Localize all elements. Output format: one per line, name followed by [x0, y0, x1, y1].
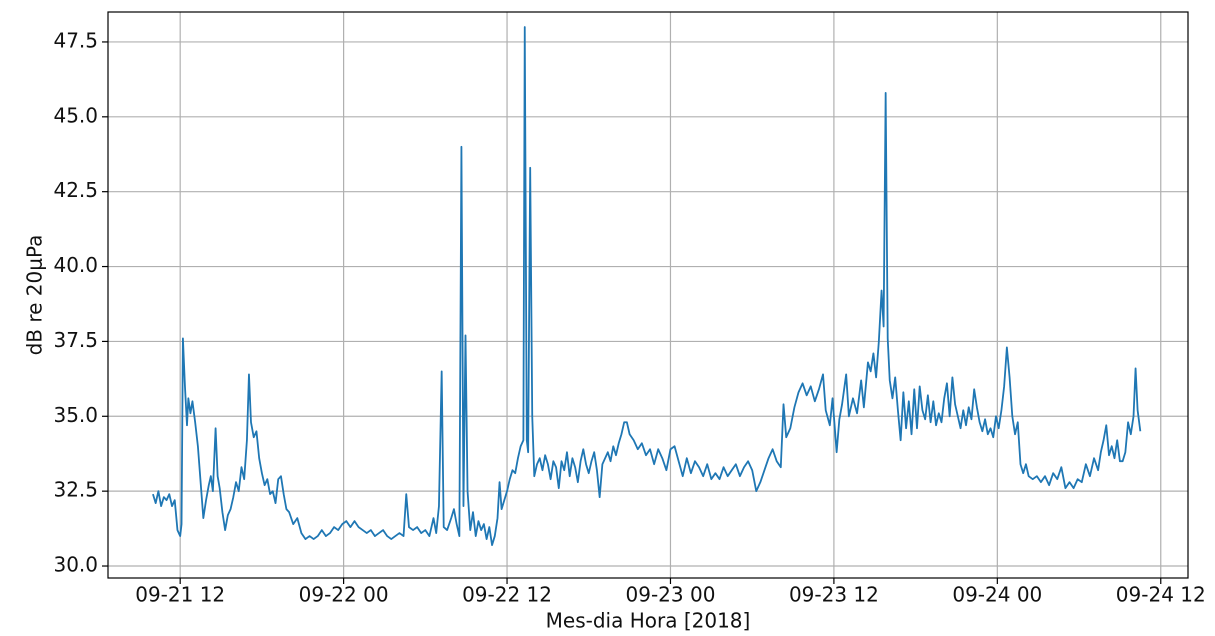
y-tick-label: 47.5 [53, 28, 98, 52]
x-tick-label: 09-23 00 [626, 583, 716, 607]
y-tick-label: 42.5 [53, 178, 98, 202]
y-tick-label: 32.5 [53, 478, 98, 502]
x-tick-label: 09-21 12 [135, 583, 225, 607]
y-tick-label: 30.0 [53, 553, 98, 577]
x-axis-label: Mes-dia Hora [2018] [546, 609, 751, 633]
data-line [152, 26, 1142, 546]
x-tick-label: 09-24 12 [1116, 583, 1206, 607]
y-tick-label: 37.5 [53, 328, 98, 352]
y-tick-label: 35.0 [53, 403, 98, 427]
y-tick-label: 40.0 [53, 253, 98, 277]
x-tick-label: 09-22 00 [299, 583, 389, 607]
plot-frame [107, 11, 1189, 579]
y-tick-label: 45.0 [53, 103, 98, 127]
y-axis-label: dB re 20μPa [23, 235, 47, 356]
x-tick-label: 09-23 12 [789, 583, 879, 607]
x-tick-label: 09-22 12 [462, 583, 552, 607]
x-tick-label: 09-24 00 [952, 583, 1042, 607]
